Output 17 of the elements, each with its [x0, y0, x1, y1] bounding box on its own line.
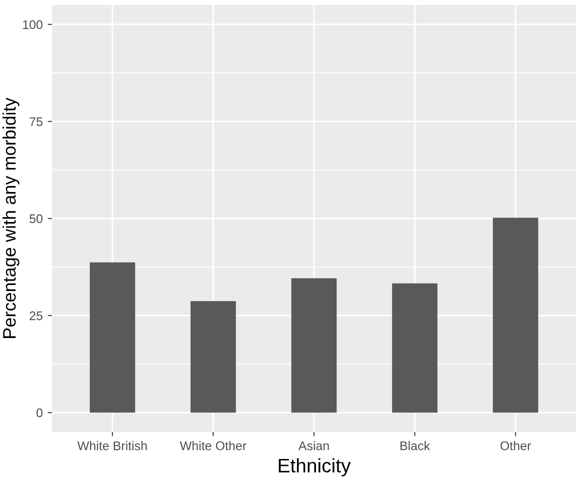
y-tick-label: 0 [36, 408, 42, 418]
x-tick-label: White British [77, 441, 147, 450]
x-axis-title: Ethnicity [278, 458, 351, 476]
x-tick-label: Asian [298, 441, 329, 450]
bar [291, 278, 337, 413]
bar [90, 262, 136, 413]
x-tick-label: Other [500, 441, 531, 450]
x-tick-label: Black [400, 441, 430, 450]
y-tick-label: 75 [30, 117, 42, 126]
bar [190, 301, 236, 413]
bar [492, 218, 538, 413]
x-tick-label: White Other [180, 441, 246, 450]
y-tick-label: 25 [30, 311, 42, 320]
y-axis-title: Percentage with any morbidity [2, 98, 20, 338]
y-tick-label: 100 [23, 20, 42, 30]
y-tick-label: 50 [30, 214, 42, 224]
bar [392, 283, 438, 413]
